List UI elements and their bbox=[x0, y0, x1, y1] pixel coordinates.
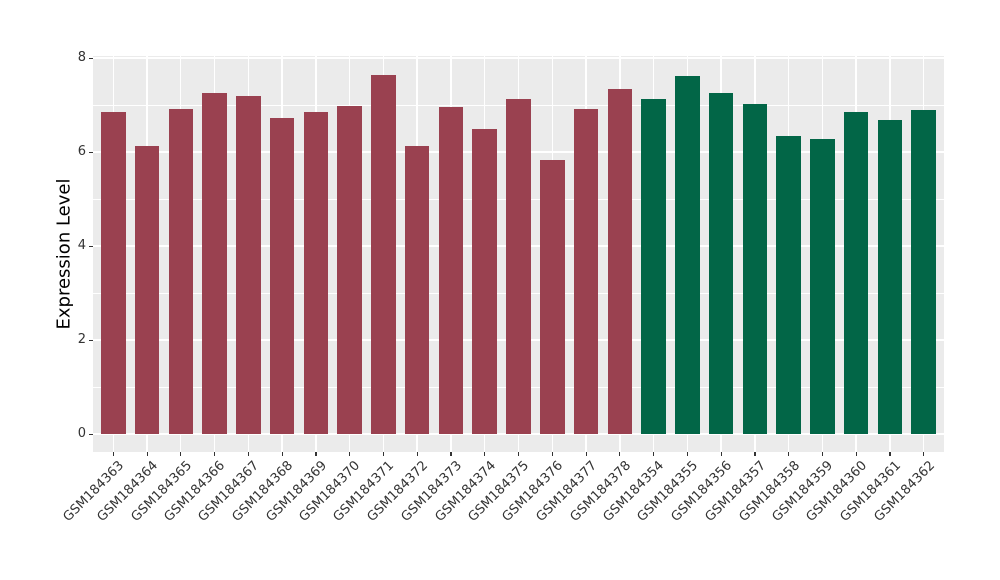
x-axis-tick bbox=[315, 452, 317, 456]
y-axis-tick-label: 0 bbox=[77, 426, 86, 441]
x-axis-tick bbox=[686, 452, 689, 456]
bar bbox=[573, 109, 599, 434]
bar bbox=[911, 109, 936, 434]
y-axis-tick-label: 4 bbox=[77, 238, 86, 253]
x-axis-tick bbox=[889, 452, 891, 456]
y-axis-tick bbox=[89, 57, 93, 59]
y-axis-tick bbox=[89, 151, 93, 153]
bar bbox=[810, 138, 835, 434]
bar bbox=[404, 145, 430, 434]
y-axis-tick bbox=[89, 245, 93, 247]
x-axis-tick bbox=[247, 452, 250, 456]
x-axis-tick bbox=[518, 452, 520, 456]
x-axis-tick bbox=[619, 452, 621, 456]
x-axis-tick bbox=[382, 452, 385, 456]
x-axis-tick bbox=[281, 452, 283, 456]
x-axis-tick bbox=[754, 452, 756, 456]
bar bbox=[134, 145, 160, 434]
x-axis-tick bbox=[146, 452, 148, 456]
bar bbox=[303, 112, 329, 434]
bar bbox=[202, 93, 227, 434]
bar bbox=[742, 104, 768, 434]
x-axis-tick bbox=[855, 452, 857, 456]
y-axis-tick bbox=[89, 433, 93, 435]
x-axis-tick bbox=[450, 452, 452, 456]
x-axis-tick bbox=[551, 452, 553, 456]
bar bbox=[438, 106, 464, 434]
plot-panel bbox=[93, 56, 944, 452]
bar bbox=[675, 75, 700, 434]
bar bbox=[371, 74, 396, 434]
x-axis-tick bbox=[349, 452, 351, 456]
x-axis-tick bbox=[214, 452, 216, 456]
bar bbox=[168, 109, 194, 434]
x-axis-tick bbox=[112, 452, 114, 456]
x-axis-tick bbox=[484, 452, 486, 456]
x-axis-tick bbox=[788, 452, 790, 456]
bar bbox=[607, 89, 633, 434]
y-axis-tick-label: 8 bbox=[77, 50, 86, 65]
y-axis-tick bbox=[89, 339, 93, 341]
bar bbox=[506, 98, 531, 434]
bar bbox=[472, 128, 497, 434]
y-axis-tick-label: 2 bbox=[77, 332, 86, 347]
bar bbox=[776, 136, 801, 434]
bar bbox=[641, 99, 666, 434]
bar bbox=[540, 159, 565, 434]
bar bbox=[843, 111, 869, 434]
x-axis-tick bbox=[180, 452, 182, 456]
bar bbox=[269, 117, 295, 434]
x-axis-tick bbox=[416, 452, 418, 456]
bar bbox=[708, 93, 734, 434]
x-axis-tick bbox=[653, 452, 655, 456]
y-axis-tick-label: 6 bbox=[77, 144, 86, 159]
bar bbox=[236, 96, 261, 434]
bar bbox=[877, 120, 903, 434]
x-axis-tick bbox=[720, 452, 722, 456]
x-axis-tick bbox=[821, 452, 824, 456]
x-axis-tick bbox=[923, 452, 925, 456]
y-axis-title: Expression Level bbox=[53, 178, 75, 330]
bar bbox=[337, 105, 362, 434]
x-axis-tick bbox=[585, 452, 587, 456]
bar bbox=[101, 111, 126, 434]
